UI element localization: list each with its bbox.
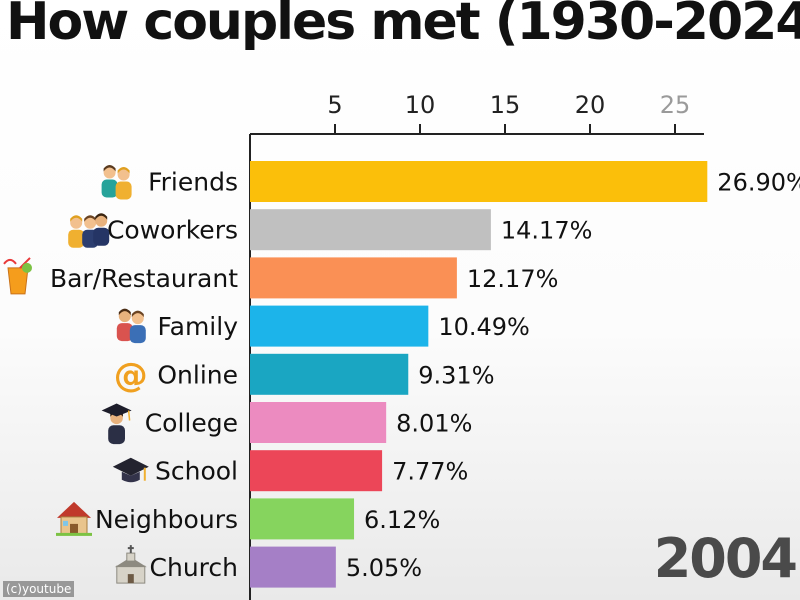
bar-school: [250, 450, 383, 492]
category-label: College: [145, 409, 238, 438]
category-label: Bar/Restaurant: [50, 264, 238, 293]
x-tick-label: 25: [660, 91, 691, 119]
tropical-drink-icon: [3, 257, 32, 295]
value-label: 12.17%: [467, 265, 559, 293]
category-label: Family: [158, 312, 239, 341]
category-label: Online: [157, 360, 238, 389]
category-label: Neighbours: [95, 505, 238, 534]
value-label: 7.77%: [392, 458, 468, 486]
value-label: 14.17%: [501, 217, 593, 245]
value-label: 6.12%: [364, 506, 440, 534]
bar-neighbours: [250, 498, 355, 540]
x-tick-label: 15: [490, 91, 521, 119]
value-label: 9.31%: [418, 361, 494, 389]
x-tick-label: 5: [327, 91, 342, 119]
year-label: 2004: [653, 527, 798, 590]
value-label: 8.01%: [396, 410, 472, 438]
bar-bar-restaurant: [250, 257, 457, 299]
church-icon: [114, 545, 147, 584]
bar-family: [250, 305, 429, 347]
category-label: School: [155, 457, 238, 486]
graduation-cap-icon: [112, 457, 149, 483]
category-label: Church: [150, 553, 238, 582]
house-icon: [56, 501, 92, 536]
watermark: (c)youtube: [3, 581, 75, 597]
family-icon: [116, 308, 146, 344]
svg-text:@: @: [114, 355, 148, 395]
value-label: 10.49%: [438, 313, 530, 341]
chart-title: How couples met (1930-2024): [6, 0, 800, 52]
at-sign-icon: @: [114, 355, 148, 395]
value-label: 5.05%: [346, 554, 422, 582]
bar-college: [250, 402, 387, 443]
graduate-icon: [101, 403, 132, 445]
bar-online: [250, 353, 409, 395]
bar-friends: [250, 161, 708, 202]
bar-church: [250, 546, 336, 588]
bar-coworkers: [250, 209, 491, 251]
x-tick-label: 20: [575, 91, 606, 119]
category-label: Coworkers: [107, 216, 238, 245]
value-label: 26.90%: [717, 169, 800, 197]
coworkers-icon: [68, 213, 110, 248]
x-tick-label: 10: [405, 91, 436, 119]
category-label: Friends: [148, 168, 238, 197]
couple-icon: [101, 165, 132, 200]
